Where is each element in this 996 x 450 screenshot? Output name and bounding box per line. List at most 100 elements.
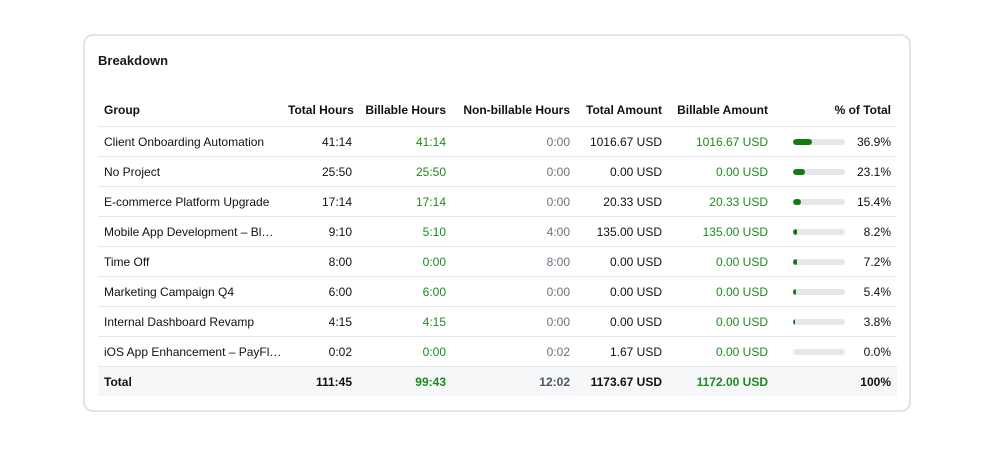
table-row: E-commerce Platform Upgrade 17:14 17:14 0:0…: [98, 186, 897, 217]
percent-wrap: 3.8%: [780, 315, 891, 329]
group-cell: iOS App Enhancement – PayFl…: [98, 336, 282, 367]
total-hours-cell: 0:02: [282, 336, 358, 367]
total-amount-cell: 1.67 USD: [576, 336, 668, 367]
total-hours-cell: 41:14: [282, 126, 358, 157]
billable-amount-cell: 0.00 USD: [668, 276, 774, 307]
progress-track: [793, 318, 845, 325]
percent-cell: 5.4%: [774, 276, 897, 307]
table-row: Mobile App Development – Bl… 9:10 5:10 4:00…: [98, 216, 897, 247]
percent-wrap: 0.0%: [780, 345, 891, 359]
total-amount-cell: 0.00 USD: [576, 306, 668, 337]
percent-cell: 36.9%: [774, 126, 897, 157]
group-cell: Marketing Campaign Q4: [98, 276, 282, 307]
total-amount-cell: 0.00 USD: [576, 246, 668, 277]
billable-hours-cell: 41:14: [358, 126, 452, 157]
percent-cell: 23.1%: [774, 156, 897, 187]
progress-track: [793, 258, 845, 265]
table-row: Marketing Campaign Q4 6:00 6:00 0:00 0.00 US…: [98, 276, 897, 307]
percent-label: 5.4%: [863, 284, 891, 299]
progress-track: [793, 288, 845, 295]
column-header: Group: [98, 93, 282, 127]
total-amount-cell: 1016.67 USD: [576, 126, 668, 157]
billable-hours-cell: 4:15: [358, 306, 452, 337]
percent-label: 15.4%: [856, 194, 891, 209]
billable-amount-cell: 1172.00 USD: [668, 366, 774, 396]
billable-hours-cell: 6:00: [358, 276, 452, 307]
percent-wrap: 15.4%: [780, 195, 891, 209]
progress-bar: [793, 288, 796, 295]
total-hours-cell: 4:15: [282, 306, 358, 337]
group-cell: Internal Dashboard Revamp: [98, 306, 282, 337]
billable-amount-cell: 0.00 USD: [668, 246, 774, 277]
billable-amount-cell: 0.00 USD: [668, 306, 774, 337]
percent-label: 8.2%: [863, 224, 891, 239]
total-hours-cell: 8:00: [282, 246, 358, 277]
billable-hours-cell: 0:00: [358, 246, 452, 277]
percent-label: 3.8%: [863, 314, 891, 329]
billable-hours-cell: 5:10: [358, 216, 452, 247]
column-header: Total Hours: [282, 93, 358, 127]
total-hours-cell: 111:45: [282, 366, 358, 396]
billable-hours-cell: 99:43: [358, 366, 452, 396]
percent-wrap: 7.2%: [780, 255, 891, 269]
breakdown-table: Group Total Hours Billable Hours Non-billab…: [98, 93, 897, 396]
billable-hours-cell: 17:14: [358, 186, 452, 217]
progress-track: [793, 348, 845, 355]
total-row: Total 111:45 99:43 12:02 1173.67 USD 1172.00 …: [98, 366, 897, 396]
progress-bar: [793, 258, 797, 265]
total-amount-cell: 135.00 USD: [576, 216, 668, 247]
progress-bar: [793, 138, 813, 145]
total-hours-cell: 6:00: [282, 276, 358, 307]
percent-wrap: 23.1%: [780, 165, 891, 179]
table-row: Internal Dashboard Revamp 4:15 4:15 0:00 0.0…: [98, 306, 897, 337]
percent-wrap: 5.4%: [780, 285, 891, 299]
total-amount-cell: 20.33 USD: [576, 186, 668, 217]
total-hours-cell: 9:10: [282, 216, 358, 247]
percent-cell: 100%: [774, 366, 897, 396]
card-title: Breakdown: [98, 53, 169, 68]
nonbillable-hours-cell: 12:02: [452, 366, 576, 396]
progress-track: [793, 198, 845, 205]
percent-cell: 15.4%: [774, 186, 897, 217]
progress-bar: [793, 228, 798, 235]
nonbillable-hours-cell: 0:00: [452, 186, 576, 217]
progress-bar: [793, 318, 795, 325]
billable-amount-cell: 0.00 USD: [668, 156, 774, 187]
nonbillable-hours-cell: 4:00: [452, 216, 576, 247]
table-row: No Project 25:50 25:50 0:00 0.00 USD 0.00 USD…: [98, 156, 897, 187]
total-amount-cell: 0.00 USD: [576, 276, 668, 307]
progress-track: [793, 138, 845, 145]
percent-label: 36.9%: [856, 134, 891, 149]
progress-bar: [793, 198, 801, 205]
percent-label: 7.2%: [863, 254, 891, 269]
nonbillable-hours-cell: 0:00: [452, 306, 576, 337]
percent-cell: 8.2%: [774, 216, 897, 247]
progress-track: [793, 168, 845, 175]
billable-amount-cell: 20.33 USD: [668, 186, 774, 217]
group-cell: Time Off: [98, 246, 282, 277]
percent-wrap: 8.2%: [780, 225, 891, 239]
billable-hours-cell: 25:50: [358, 156, 452, 187]
group-cell: Mobile App Development – Bl…: [98, 216, 282, 247]
billable-amount-cell: 1016.67 USD: [668, 126, 774, 157]
billable-amount-cell: 0.00 USD: [668, 336, 774, 367]
nonbillable-hours-cell: 0:00: [452, 276, 576, 307]
nonbillable-hours-cell: 0:02: [452, 336, 576, 367]
percent-label: 0.0%: [863, 344, 891, 359]
percent-wrap: 36.9%: [780, 135, 891, 149]
column-header: Billable Hours: [358, 93, 452, 127]
total-amount-cell: 1173.67 USD: [576, 366, 668, 396]
table-row: Time Off 8:00 0:00 8:00 0.00 USD 0.00 USD 7.2%: [98, 246, 897, 277]
table-body: Client Onboarding Automation 41:14 41:14 0:…: [98, 126, 897, 396]
percent-label: 23.1%: [856, 164, 891, 179]
total-amount-cell: 0.00 USD: [576, 156, 668, 187]
nonbillable-hours-cell: 0:00: [452, 126, 576, 157]
group-cell: Client Onboarding Automation: [98, 126, 282, 157]
column-header: % of Total: [774, 93, 897, 127]
column-header: Non-billable Hours: [452, 93, 576, 127]
table-row: Client Onboarding Automation 41:14 41:14 0:…: [98, 126, 897, 157]
total-hours-cell: 25:50: [282, 156, 358, 187]
column-header: Total Amount: [576, 93, 668, 127]
breakdown-card: Breakdown Group Total Hours Billable Hours…: [83, 34, 911, 412]
